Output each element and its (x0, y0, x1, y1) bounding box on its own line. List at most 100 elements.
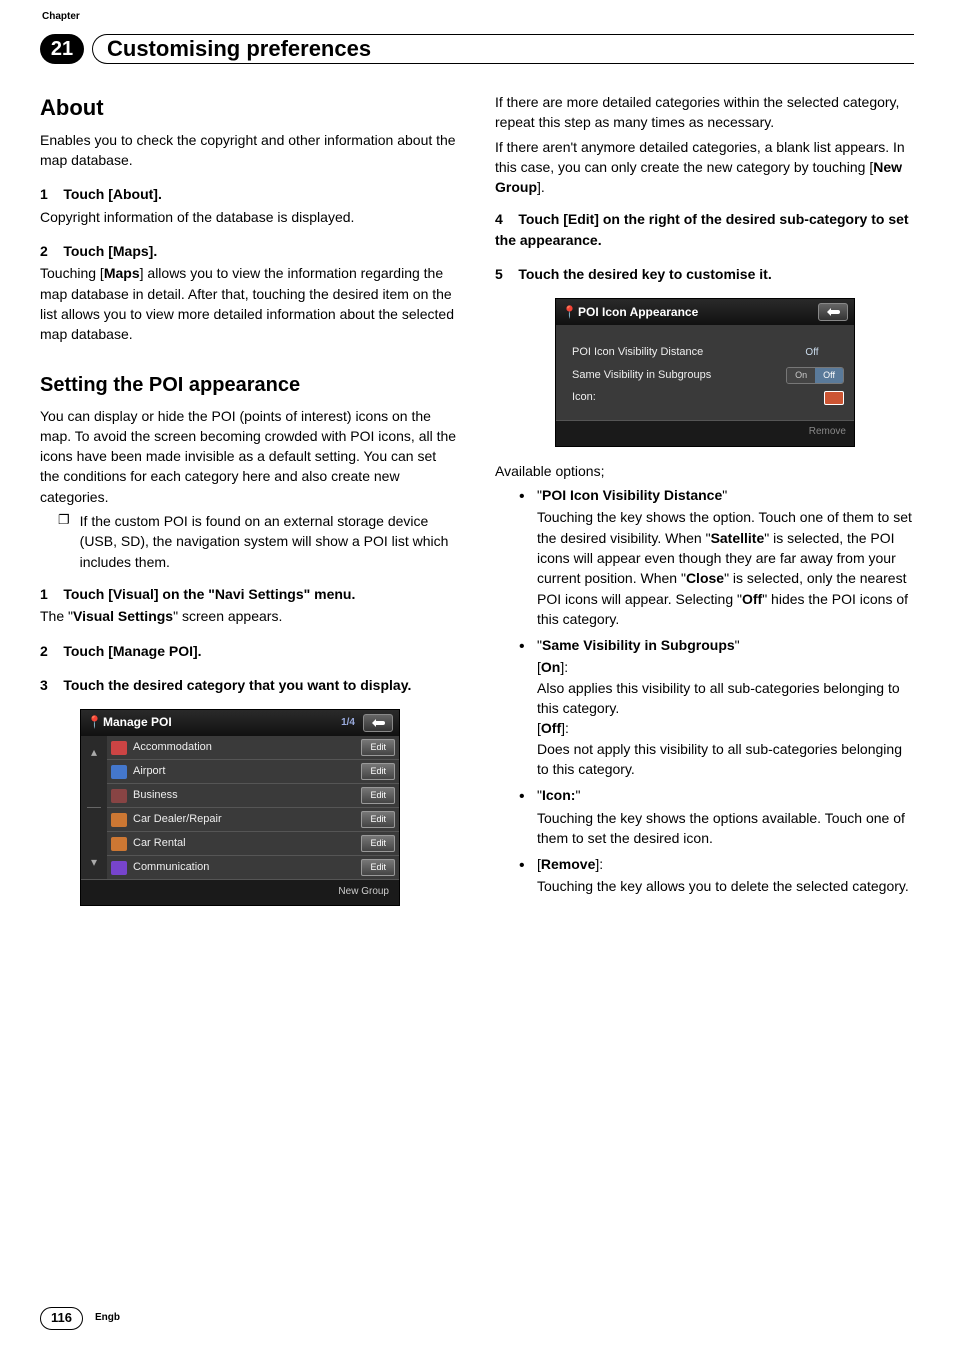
subgroup-visibility-row[interactable]: Same Visibility in Subgroups On Off (572, 367, 844, 384)
manage-poi-header: 📍 Manage POI 1/4 (81, 710, 399, 736)
back-button[interactable] (363, 714, 393, 732)
poi-appearance-screenshot: 📍 POI Icon Appearance POI Icon Visibilit… (555, 298, 855, 446)
chapter-number-badge: 21 (40, 34, 84, 64)
about-heading: About (40, 92, 459, 124)
step-title: Touch [Edit] on the right of the desired… (495, 211, 909, 247)
list-item[interactable]: AirportEdit (107, 759, 399, 783)
icon-chip[interactable] (824, 391, 844, 405)
poi-appearance-header: 📍 POI Icon Appearance (556, 299, 854, 325)
about-step-2-body: Touching [Maps] allows you to view the i… (40, 263, 459, 344)
step-number: 1 (40, 586, 48, 602)
text: The " (40, 608, 73, 624)
row-label: Same Visibility in Subgroups (572, 368, 786, 384)
scroll-sidebar[interactable]: ▴ ▾ (81, 736, 107, 879)
bold-text: On (541, 659, 560, 675)
bold-text: Off (742, 591, 762, 607)
back-button[interactable] (818, 303, 848, 321)
option-desc: Touching the key shows the options avail… (537, 808, 914, 849)
list-item[interactable]: BusinessEdit (107, 783, 399, 807)
step-number: 2 (40, 643, 48, 659)
edit-button[interactable]: Edit (361, 811, 395, 828)
step-number: 3 (40, 677, 48, 693)
poi-step-2: 2 Touch [Manage POI]. (40, 641, 459, 661)
step-number: 2 (40, 243, 48, 259)
category-label: Car Rental (133, 836, 361, 852)
available-options-label: Available options; (495, 461, 914, 481)
step-title: Touch the desired key to customise it. (518, 266, 771, 282)
row-label: POI Icon Visibility Distance (572, 345, 780, 361)
on-off-toggle[interactable]: On Off (786, 367, 844, 384)
manage-poi-list: AccommodationEditAirportEditBusinessEdit… (107, 736, 399, 879)
about-step-1: 1 Touch [About]. (40, 184, 459, 204)
icon-row[interactable]: Icon: (572, 390, 844, 406)
about-intro: Enables you to check the copyright and o… (40, 130, 459, 171)
list-item[interactable]: Car RentalEdit (107, 831, 399, 855)
category-icon (111, 837, 127, 851)
bold-text: Off (541, 720, 561, 736)
scroll-up-icon[interactable]: ▴ (91, 744, 97, 761)
scroll-down-icon[interactable]: ▾ (91, 854, 97, 871)
manage-poi-screenshot: 📍 Manage POI 1/4 ▴ ▾ AccommodationEditAi… (80, 709, 400, 906)
category-label: Communication (133, 860, 361, 876)
text: Also applies this visibility to all sub-… (537, 680, 900, 716)
category-icon (111, 741, 127, 755)
toggle-off[interactable]: Off (815, 368, 843, 383)
category-label: Accommodation (133, 740, 361, 756)
category-icon (111, 765, 127, 779)
option-icon: "Icon:" Touching the key shows the optio… (523, 785, 914, 848)
text: Touching [ (40, 265, 104, 281)
bold-text: Close (686, 570, 724, 586)
about-step-1-body: Copyright information of the database is… (40, 207, 459, 227)
step-title: Touch [Visual] on the "Navi Settings" me… (63, 586, 355, 602)
poi-heading: Setting the POI appearance (40, 371, 459, 400)
edit-button[interactable]: Edit (361, 859, 395, 876)
option-same-visibility: "Same Visibility in Subgroups" [On]: Als… (523, 635, 914, 779)
step-title: Touch the desired category that you want… (63, 677, 411, 693)
edit-button[interactable]: Edit (361, 763, 395, 780)
poi-step-1: 1 Touch [Visual] on the "Navi Settings" … (40, 584, 459, 604)
text: Does not apply this visibility to all su… (537, 741, 902, 777)
poi-step-1-body: The "Visual Settings" screen appears. (40, 606, 459, 626)
new-group-button[interactable]: New Group (334, 884, 393, 901)
pin-icon: 📍 (87, 714, 97, 731)
poi-note-text: If the custom POI is found on an externa… (80, 511, 459, 572)
text: " screen appears. (173, 608, 282, 624)
page-number: 116 (40, 1307, 83, 1330)
bold-text: Satellite (711, 530, 765, 546)
poi-appearance-title: POI Icon Appearance (578, 304, 698, 321)
option-desc: Touching the key allows you to delete th… (537, 876, 914, 896)
category-icon (111, 861, 127, 875)
step-5: 5 Touch the desired key to customise it. (495, 264, 914, 284)
edit-button[interactable]: Edit (361, 835, 395, 852)
option-label: Icon: (542, 787, 575, 803)
list-item[interactable]: Car Dealer/RepairEdit (107, 807, 399, 831)
poi-intro: You can display or hide the POI (points … (40, 406, 459, 507)
step-title: Touch [Manage POI]. (63, 643, 201, 659)
list-item[interactable]: CommunicationEdit (107, 855, 399, 879)
toggle-on[interactable]: On (787, 368, 815, 383)
step-title: Touch [About]. (63, 186, 162, 202)
option-label: Remove (541, 856, 595, 872)
category-icon (111, 789, 127, 803)
list-item[interactable]: AccommodationEdit (107, 736, 399, 759)
option-visibility-distance: "POI Icon Visibility Distance" Touching … (523, 485, 914, 629)
text: ]. (537, 179, 545, 195)
right-intro-a: If there are more detailed categories wi… (495, 92, 914, 133)
category-label: Airport (133, 764, 361, 780)
option-desc: [On]: Also applies this visibility to al… (537, 657, 914, 779)
edit-button[interactable]: Edit (361, 739, 395, 756)
chapter-label: Chapter (42, 10, 80, 25)
remove-button[interactable]: Remove (809, 425, 846, 440)
row-label: Icon: (572, 390, 824, 406)
visibility-distance-row[interactable]: POI Icon Visibility Distance Off (572, 345, 844, 361)
poi-note: ❐ If the custom POI is found on an exter… (40, 511, 459, 572)
title-bubble: Customising preferences (92, 34, 914, 64)
manage-poi-title: Manage POI (103, 714, 172, 731)
page-indicator: 1/4 (341, 716, 355, 731)
pin-icon: 📍 (562, 304, 572, 321)
option-label: Same Visibility in Subgroups (542, 637, 735, 653)
edit-button[interactable]: Edit (361, 787, 395, 804)
option-label: POI Icon Visibility Distance (542, 487, 722, 503)
text: If there aren't anymore detailed categor… (495, 139, 905, 175)
chapter-header: 21 Customising preferences (40, 34, 914, 64)
